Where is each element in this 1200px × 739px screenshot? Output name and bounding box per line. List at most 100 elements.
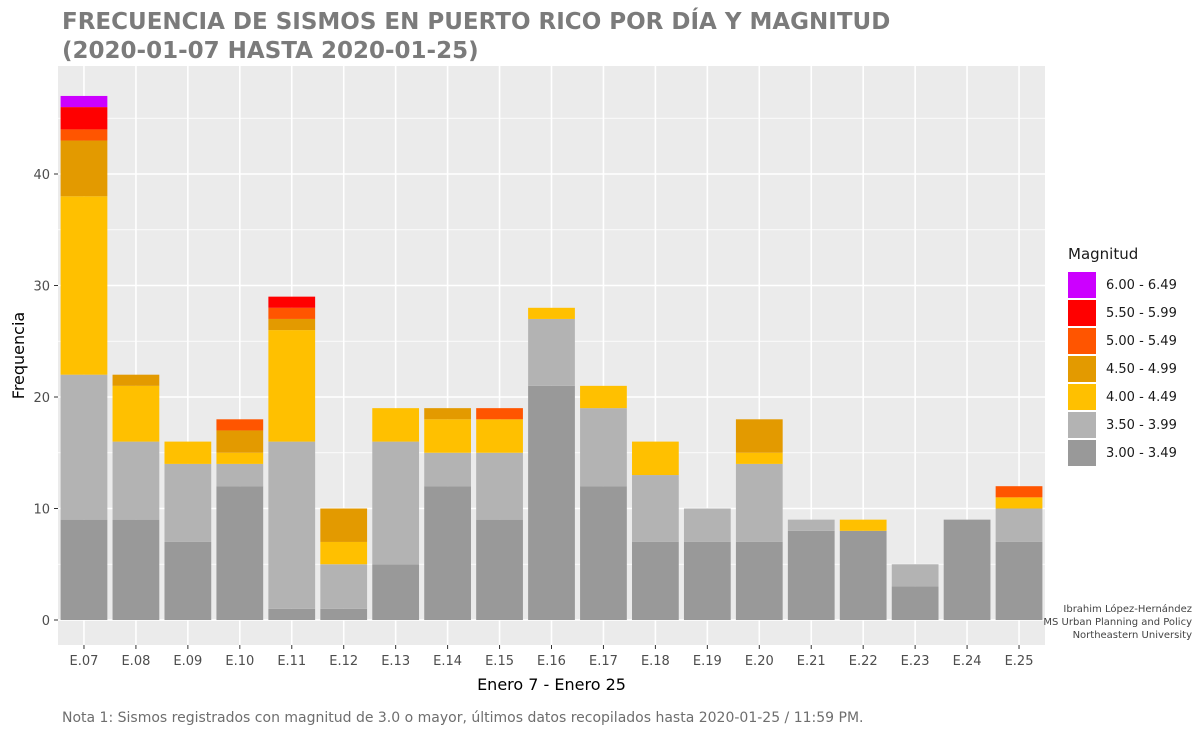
- x-tick-label: E.22: [849, 654, 878, 669]
- legend-label: 4.50 - 4.99: [1106, 361, 1177, 377]
- legend-label: 4.00 - 4.49: [1106, 389, 1177, 405]
- credit-line1: Ibrahim López-Hernández: [1063, 604, 1192, 615]
- bar-segment: [320, 564, 368, 609]
- bar-segment: [112, 385, 160, 442]
- bar-segment: [580, 486, 627, 620]
- bar-segment: [476, 408, 523, 420]
- legend-label: 5.50 - 5.99: [1106, 305, 1177, 321]
- y-axis-ticks: 0 10 20 30 40: [33, 168, 58, 629]
- author-credit: Ibrahim López-Hernández MS Urban Plannin…: [1043, 603, 1192, 642]
- bar-segment: [216, 486, 264, 620]
- bars: [60, 95, 1043, 620]
- bar-segment: [683, 508, 731, 542]
- bar-segment: [528, 385, 575, 620]
- x-tick-label: E.17: [589, 654, 618, 669]
- chart-title-line2: (2020-01-07 HASTA 2020-01-25): [62, 38, 479, 64]
- x-tick-label: E.14: [433, 654, 462, 669]
- bar-segment: [735, 419, 783, 453]
- bar-segment: [424, 419, 471, 453]
- x-tick-label: E.12: [329, 654, 358, 669]
- legend-item: 4.50 - 4.99: [1068, 355, 1198, 383]
- x-tick-label: E.09: [173, 654, 202, 669]
- bar-segment: [216, 452, 264, 464]
- legend-swatch: [1068, 328, 1096, 354]
- legend-items: 6.00 - 6.49 5.50 - 5.99 5.00 - 5.49 4.50 - …: [1068, 271, 1198, 467]
- x-tick-label: E.23: [901, 654, 930, 669]
- x-tick-label: E.10: [225, 654, 254, 669]
- legend-swatch: [1068, 384, 1096, 410]
- bar-segment: [216, 430, 264, 453]
- bar-segment: [424, 408, 471, 420]
- bar-segment: [372, 441, 420, 565]
- credit-line3: Northeastern University: [1072, 630, 1192, 641]
- bar-segment: [268, 441, 316, 609]
- legend: Magnitud 6.00 - 6.49 5.50 - 5.99 5.00 - 5.…: [1068, 245, 1198, 467]
- bar-segment: [580, 408, 627, 487]
- bar-segment: [735, 452, 783, 464]
- bar-segment: [60, 374, 108, 520]
- legend-item: 5.50 - 5.99: [1068, 299, 1198, 327]
- credit-line2: MS Urban Planning and Policy: [1043, 617, 1192, 628]
- x-tick-label: E.24: [953, 654, 982, 669]
- bar-segment: [112, 441, 160, 520]
- bar-segment: [320, 508, 368, 542]
- bar-segment: [424, 486, 471, 620]
- x-tick-label: E.18: [641, 654, 670, 669]
- bar-segment: [320, 541, 368, 565]
- legend-label: 5.00 - 5.49: [1106, 333, 1177, 349]
- chart-title: FRECUENCIA DE SISMOS EN PUERTO RICO POR …: [62, 8, 962, 66]
- y-tick-label: 0: [42, 614, 50, 629]
- bar-segment: [995, 497, 1043, 509]
- bar-segment: [216, 463, 264, 487]
- bar-segment: [735, 463, 783, 542]
- legend-swatch: [1068, 272, 1096, 298]
- bar-segment: [632, 475, 679, 542]
- x-tick-label: E.08: [121, 654, 150, 669]
- x-tick-label: E.21: [797, 654, 826, 669]
- bar-segment: [632, 441, 679, 476]
- bar-segment: [112, 374, 160, 386]
- legend-swatch: [1068, 300, 1096, 326]
- bar-segment: [216, 419, 264, 431]
- bar-segment: [580, 385, 627, 409]
- legend-swatch: [1068, 412, 1096, 438]
- bar-segment: [528, 318, 575, 386]
- bar-segment: [891, 564, 939, 587]
- bar-segment: [735, 541, 783, 620]
- bar-segment: [943, 519, 991, 620]
- y-tick-label: 20: [33, 391, 50, 406]
- bar-segment: [60, 129, 108, 141]
- legend-title: Magnitud: [1068, 245, 1139, 263]
- bar-segment: [60, 196, 108, 375]
- bar-segment: [60, 519, 108, 620]
- bar-segment: [164, 463, 212, 542]
- bar-segment: [995, 508, 1043, 542]
- footnote: Nota 1: Sismos registrados con magnitud …: [62, 710, 864, 726]
- x-tick-label: E.16: [537, 654, 566, 669]
- bar-segment: [839, 530, 887, 620]
- legend-item: 3.50 - 3.99: [1068, 411, 1198, 439]
- x-tick-label: E.11: [277, 654, 306, 669]
- x-tick-label: E.25: [1005, 654, 1034, 669]
- legend-item: 6.00 - 6.49: [1068, 271, 1198, 299]
- x-axis-ticks: E.07 E.08 E.09 E.10 E.11 E.12 E.13 E.14 E.15 E.16…: [70, 645, 1034, 669]
- bar-segment: [372, 408, 420, 442]
- legend-item: 5.00 - 5.49: [1068, 327, 1198, 355]
- bar-segment: [995, 541, 1043, 620]
- bar-segment: [372, 564, 420, 620]
- bar-segment: [787, 519, 835, 531]
- bar-segment: [60, 95, 108, 108]
- bar-segment: [632, 541, 679, 620]
- bar-segment: [320, 608, 368, 620]
- bar-segment: [424, 452, 471, 487]
- bar-segment: [476, 519, 523, 620]
- bar-segment: [60, 140, 108, 197]
- bar-segment: [787, 530, 835, 620]
- legend-item: 4.00 - 4.49: [1068, 383, 1198, 411]
- x-axis-label: Enero 7 - Enero 25: [477, 675, 626, 694]
- bar-segment: [891, 586, 939, 620]
- y-axis-label: Frequencia: [9, 312, 28, 399]
- legend-label: 3.50 - 3.99: [1106, 417, 1177, 433]
- bar-segment: [164, 541, 212, 620]
